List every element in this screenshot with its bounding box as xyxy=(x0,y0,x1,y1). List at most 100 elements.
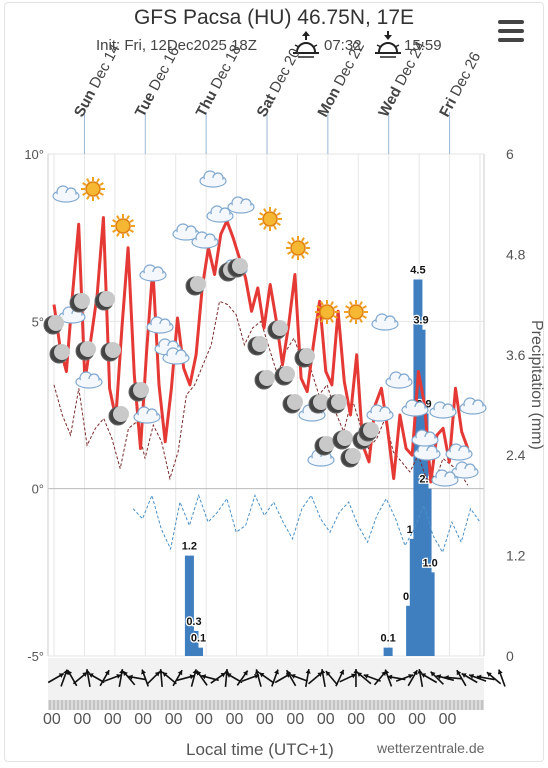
cloud-fill xyxy=(403,407,427,415)
cloud-fill xyxy=(413,437,437,445)
sun-disc xyxy=(290,240,306,256)
sun-ray xyxy=(362,305,367,309)
cloud-fill xyxy=(201,178,225,186)
cloud-fill xyxy=(300,412,324,420)
cloud-fill xyxy=(148,324,172,332)
cloud-fill xyxy=(164,355,188,363)
wind-arrowhead xyxy=(274,669,279,675)
moon-lit xyxy=(232,258,248,274)
x-tick-label: 00 xyxy=(164,711,183,728)
sun-ray xyxy=(116,232,120,237)
precip-bar xyxy=(194,647,204,656)
moon-lit xyxy=(99,291,115,307)
cloud-fill xyxy=(193,239,217,247)
day-date: Dec 24 xyxy=(392,39,429,89)
x-tick-label: 00 xyxy=(438,711,457,728)
sun-ray xyxy=(330,301,334,306)
cloud-fill xyxy=(135,414,159,422)
sun-ray xyxy=(316,305,321,309)
wind-strip xyxy=(47,658,506,710)
day-date: Dec 20 xyxy=(266,46,303,96)
sun-icon xyxy=(315,300,339,324)
wind-arrowhead xyxy=(476,674,482,680)
moon-icon xyxy=(185,276,206,296)
x-tick-label: 00 xyxy=(73,711,92,728)
wind-arrowhead xyxy=(85,669,91,674)
moon-icon xyxy=(308,394,329,414)
moon-lit xyxy=(313,394,329,410)
sun-ray xyxy=(333,305,338,309)
wind-arrowhead xyxy=(430,671,436,677)
sun-ray xyxy=(320,318,324,323)
moon-lit xyxy=(319,436,335,452)
chart-card xyxy=(4,2,544,762)
cloud-icon xyxy=(459,397,487,415)
x-tick-label: 00 xyxy=(225,711,244,728)
sun-ray xyxy=(362,315,367,319)
moon-icon xyxy=(314,436,335,456)
sun-ray xyxy=(273,225,277,230)
moon-icon xyxy=(267,320,288,340)
sun-ray xyxy=(276,222,281,226)
cloud-fill xyxy=(447,451,471,459)
sun-disc xyxy=(85,181,101,197)
wind-arrowhead xyxy=(128,674,133,680)
wind-arrowhead xyxy=(141,669,146,675)
precip-label: 3.9 xyxy=(413,315,428,327)
sun-ray xyxy=(112,219,117,223)
wind-arrowhead xyxy=(67,670,73,676)
sun-ray xyxy=(359,301,363,306)
wind-arrowhead xyxy=(325,671,331,677)
hamburger-menu-icon[interactable] xyxy=(498,20,524,42)
y-left-tick: 10° xyxy=(24,147,44,162)
wind-arrowhead xyxy=(196,670,202,676)
y-left-tick: -5° xyxy=(27,649,44,664)
wind-arrowhead xyxy=(497,669,503,675)
wind-arrowhead xyxy=(387,674,393,680)
sun-disc xyxy=(319,304,335,320)
sunset-icon xyxy=(375,31,401,58)
wind-arrowhead xyxy=(123,671,128,677)
menu-bar xyxy=(498,20,524,24)
y-right-tick: 4.8 xyxy=(506,246,526,262)
grid-lines xyxy=(47,153,485,657)
sun-disc xyxy=(115,218,131,234)
moon-icon xyxy=(108,406,129,426)
moon-lit xyxy=(259,370,275,386)
temperature-line xyxy=(52,216,470,484)
moon-icon xyxy=(274,366,295,386)
moon-lit xyxy=(363,422,379,438)
precip-label: 1.0 xyxy=(422,557,437,569)
day-label: Fri Dec 26 xyxy=(436,49,484,120)
x-tick-label: 00 xyxy=(286,711,305,728)
sun-ray xyxy=(96,178,100,183)
sun-ray xyxy=(112,229,117,233)
sun-ray xyxy=(291,237,295,242)
moon-icon xyxy=(326,394,347,414)
moon-icon xyxy=(227,258,248,278)
sun-icon xyxy=(81,177,105,201)
wind-arrowhead xyxy=(286,670,291,676)
wind-arrowhead xyxy=(469,673,475,679)
sun-ray xyxy=(82,192,87,196)
precip-bar xyxy=(383,647,393,656)
precip-bar xyxy=(184,555,194,656)
cloud-icon xyxy=(429,401,457,419)
x-axis-label: Local time (UTC+1) xyxy=(186,740,334,759)
day-date: Dec 18 xyxy=(208,42,245,92)
menu-bar xyxy=(498,38,524,42)
init-time: Init: Fri, 12Dec2025 18Z xyxy=(96,37,257,54)
moon-icon xyxy=(43,315,64,335)
moon-lit xyxy=(74,293,90,309)
sun-ray xyxy=(320,301,324,306)
wind-arrowhead xyxy=(177,670,183,676)
sun-ray xyxy=(304,251,309,255)
sun-ray xyxy=(359,318,363,323)
wind-arrowhead xyxy=(154,671,160,677)
day-label: Sat Dec 20 xyxy=(254,46,304,120)
sun-ray xyxy=(116,215,120,220)
moon-icon xyxy=(100,342,121,362)
cloud-icon xyxy=(401,399,429,417)
cloud-icon xyxy=(139,264,167,282)
